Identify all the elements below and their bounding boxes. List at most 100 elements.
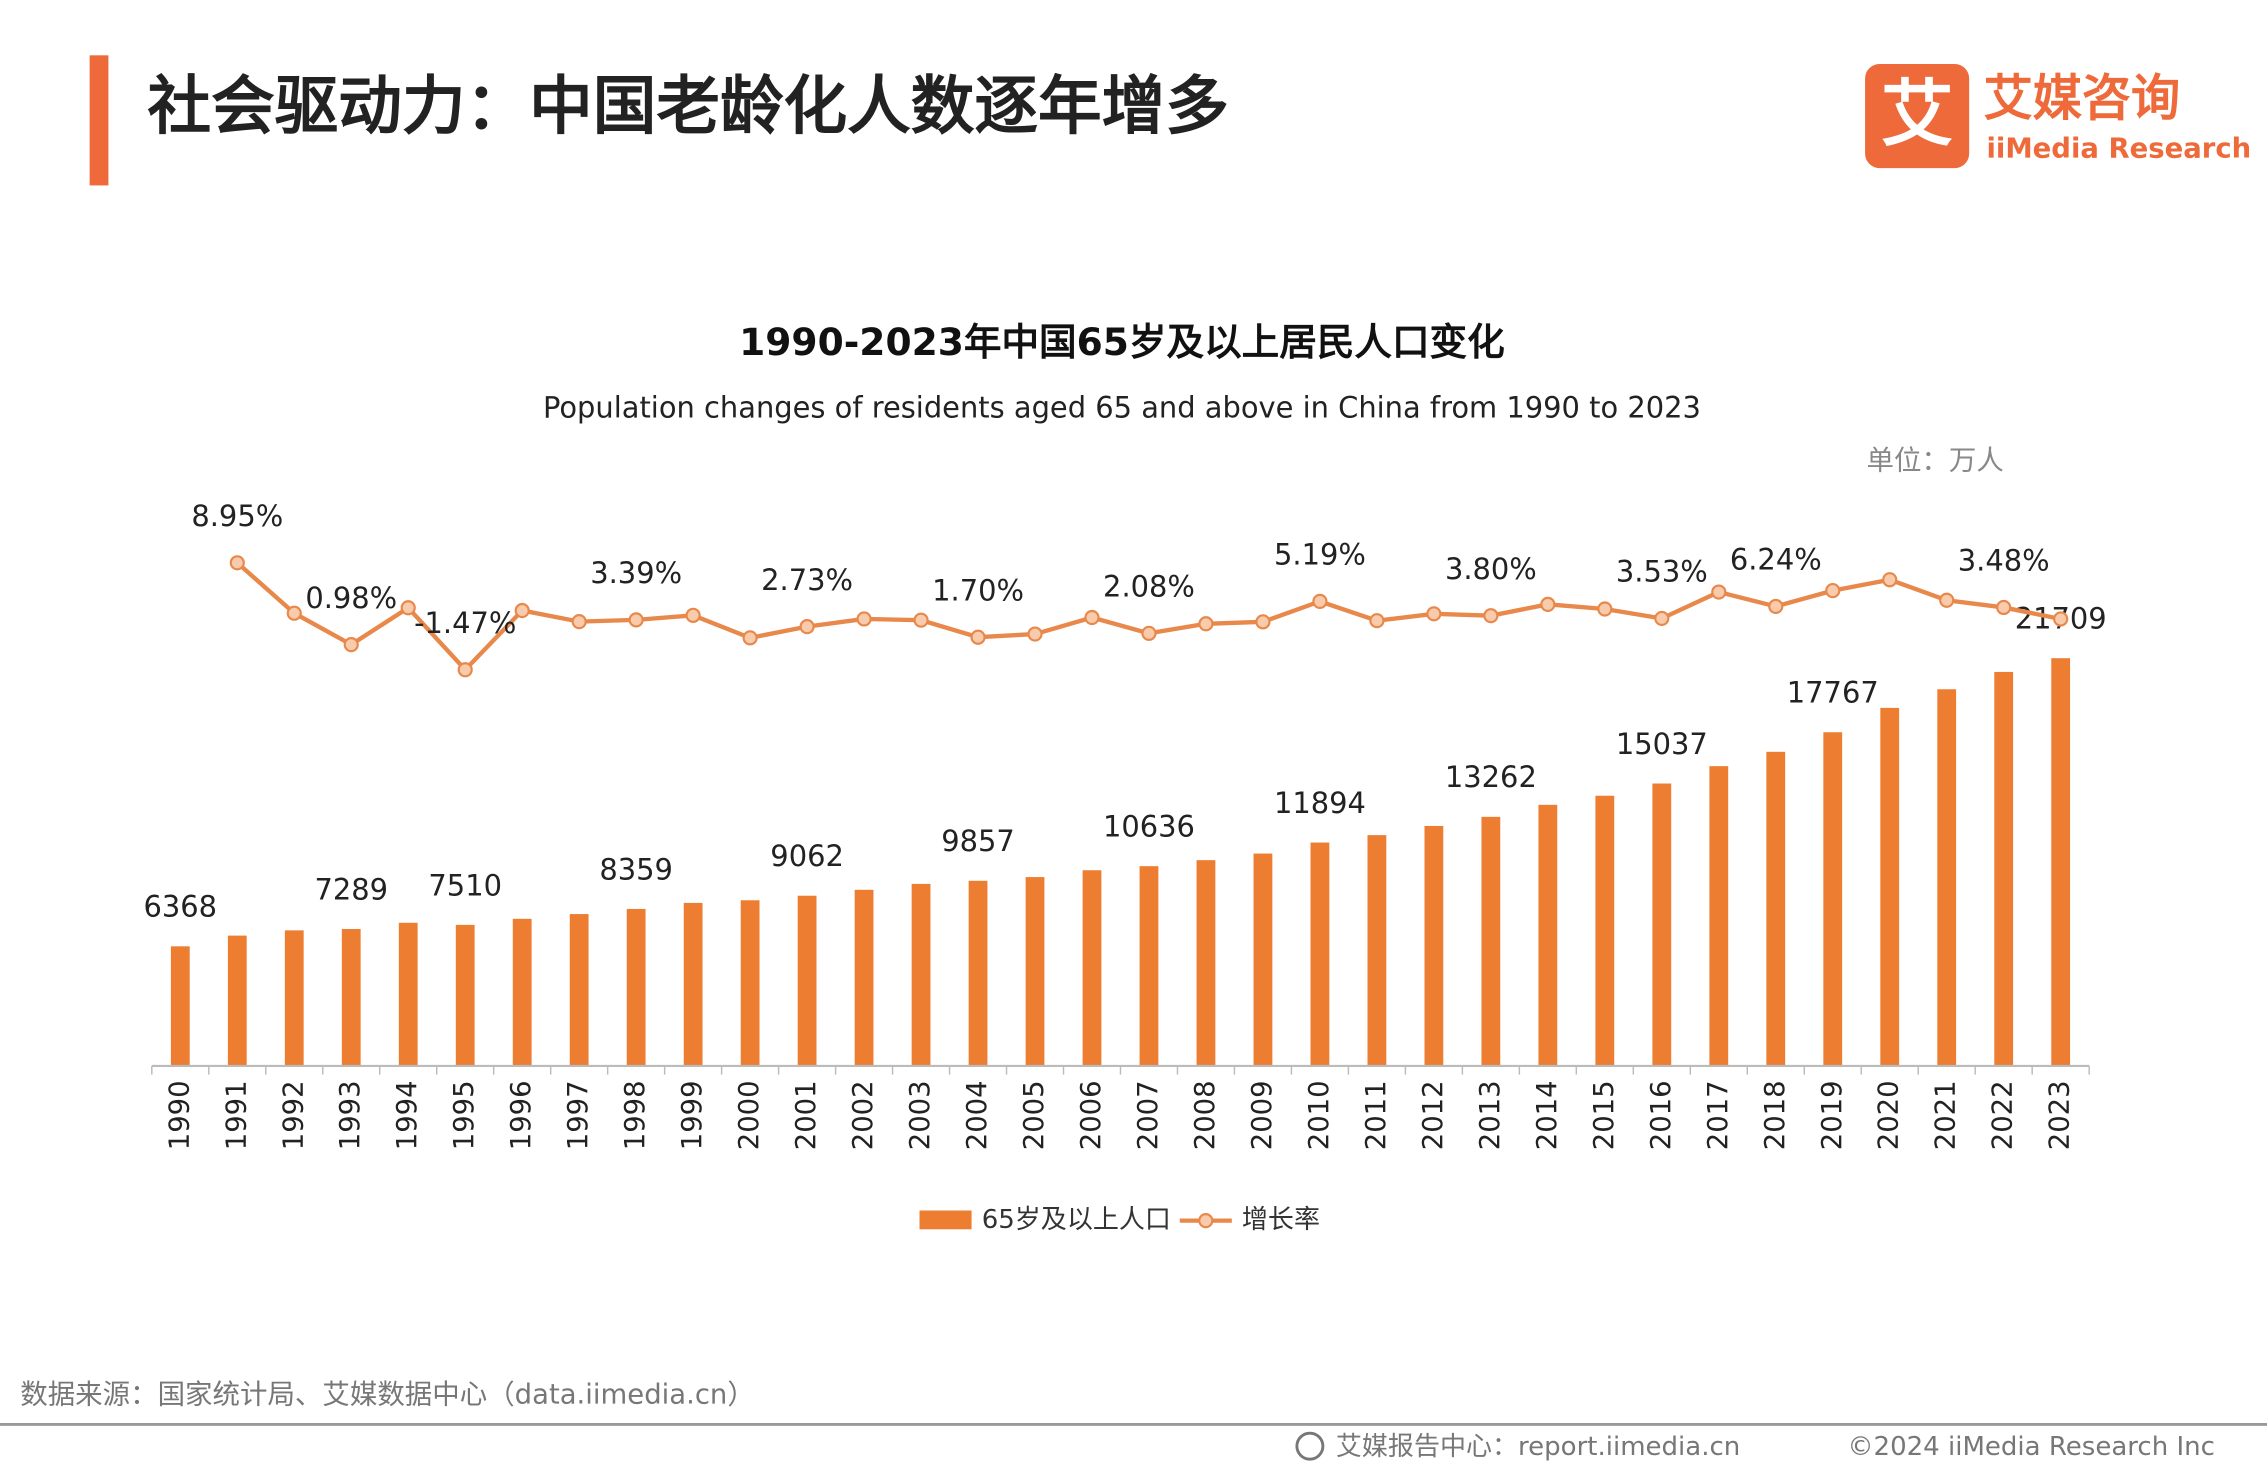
bar bbox=[683, 902, 703, 1066]
line-marker bbox=[1255, 614, 1271, 630]
line-marker bbox=[742, 630, 758, 646]
bar bbox=[170, 946, 190, 1066]
x-tick-label: 2012 bbox=[1418, 1080, 1449, 1150]
x-tick-label: 1992 bbox=[278, 1080, 309, 1150]
x-tick-label: 2000 bbox=[734, 1080, 765, 1150]
chart-title: 1990-2023年中国65岁及以上居民人口变化 bbox=[739, 320, 1505, 364]
bar bbox=[1709, 766, 1729, 1066]
bar bbox=[1253, 853, 1273, 1066]
line-label: 2.08% bbox=[1103, 570, 1195, 604]
page-title: 社会驱动力：中国老龄化人数逐年增多 bbox=[147, 70, 1228, 144]
bar bbox=[626, 908, 646, 1066]
bar bbox=[1367, 835, 1387, 1066]
line-marker bbox=[1369, 613, 1385, 629]
x-tick-label: 2006 bbox=[1076, 1080, 1107, 1150]
bar bbox=[284, 930, 304, 1066]
source: 数据来源：国家统计局、艾媒数据中心（data.iimedia.cn） bbox=[20, 1380, 755, 1411]
bar bbox=[854, 889, 874, 1066]
globe-icon bbox=[1295, 1431, 1325, 1461]
x-tick-label: 2002 bbox=[848, 1080, 879, 1150]
bar bbox=[1652, 783, 1672, 1066]
bar bbox=[1310, 842, 1330, 1066]
line-marker bbox=[1939, 592, 1955, 608]
bar bbox=[1538, 804, 1558, 1066]
line-label: 5.19% bbox=[1274, 538, 1366, 572]
bar-label: 10636 bbox=[1103, 810, 1195, 844]
bar bbox=[1082, 870, 1102, 1066]
x-tick-label: 2021 bbox=[1931, 1080, 1962, 1150]
line-marker bbox=[685, 607, 701, 623]
line-marker bbox=[913, 612, 929, 628]
bar bbox=[1823, 732, 1843, 1066]
bar bbox=[1766, 751, 1786, 1066]
line-marker bbox=[1597, 601, 1613, 617]
bar-label: 15037 bbox=[1616, 727, 1708, 761]
x-tick-label: 2004 bbox=[962, 1080, 993, 1150]
line-label: 8.95% bbox=[191, 499, 283, 533]
x-tick-label: 1996 bbox=[506, 1080, 537, 1150]
line-label: 6.24% bbox=[1730, 543, 1822, 577]
line-label: -1.47% bbox=[414, 606, 516, 640]
line-marker bbox=[1654, 610, 1670, 627]
bar bbox=[1937, 689, 1957, 1066]
x-tick-label: 2008 bbox=[1190, 1080, 1221, 1150]
bar-label: 9857 bbox=[941, 824, 1015, 858]
x-tick-label: 1997 bbox=[563, 1080, 594, 1150]
bar bbox=[1880, 707, 1900, 1066]
plot: 6368 7289 7510 8359 9062 9857 10636 11894 13262 1… bbox=[144, 499, 2107, 1235]
line-label: 3.48% bbox=[1958, 544, 2050, 578]
bar bbox=[341, 929, 361, 1066]
line-marker bbox=[628, 612, 644, 628]
x-tick-label: 1993 bbox=[335, 1080, 366, 1150]
logo-box bbox=[1865, 63, 1970, 169]
line-label: 0.98% bbox=[305, 581, 397, 615]
line-label: 2.73% bbox=[761, 563, 853, 597]
line-marker bbox=[1825, 583, 1841, 599]
line-marker bbox=[1540, 596, 1556, 612]
copyright: ©2024 iiMedia Research Inc bbox=[1848, 1432, 2215, 1462]
chart-subtitle: Population changes of residents aged 65 … bbox=[543, 391, 1701, 425]
x-tick-label: 1994 bbox=[392, 1080, 423, 1150]
x-tick-label: 2007 bbox=[1133, 1080, 1164, 1150]
x-tick-label: 2003 bbox=[905, 1080, 936, 1150]
bar bbox=[797, 895, 817, 1066]
legend-swatch bbox=[919, 1210, 972, 1230]
x-tick-label: 2018 bbox=[1760, 1080, 1791, 1150]
line-marker bbox=[856, 611, 872, 627]
legend-label: 增长率 bbox=[1242, 1205, 1320, 1235]
line-marker bbox=[1198, 616, 1214, 632]
x-tick-label: 1990 bbox=[164, 1080, 195, 1150]
line-marker bbox=[2053, 611, 2069, 627]
bar bbox=[2051, 658, 2071, 1066]
x-tick-label: 2011 bbox=[1361, 1080, 1392, 1150]
x-tick-label: 2020 bbox=[1874, 1080, 1905, 1150]
x-tick-label: 2016 bbox=[1646, 1080, 1677, 1150]
line-marker bbox=[1027, 626, 1043, 642]
bar bbox=[740, 900, 760, 1066]
bar-label: 11894 bbox=[1274, 786, 1366, 820]
line-marker bbox=[799, 619, 815, 635]
line-marker bbox=[400, 600, 416, 616]
bar bbox=[968, 880, 988, 1066]
line-label: 3.80% bbox=[1445, 552, 1537, 586]
x-tick-label: 1991 bbox=[221, 1080, 252, 1150]
x-tick-label: 2013 bbox=[1475, 1080, 1506, 1150]
logo-name: 艾媒咨询 bbox=[1984, 69, 2181, 127]
line-marker bbox=[1483, 608, 1499, 624]
bar bbox=[398, 922, 418, 1066]
bar bbox=[1994, 671, 2014, 1066]
line-marker bbox=[1882, 572, 1898, 588]
x-tick-label: 2001 bbox=[791, 1080, 822, 1150]
line-marker bbox=[1426, 606, 1442, 622]
bar-label: 7510 bbox=[428, 868, 502, 902]
line-label: 1.70% bbox=[932, 573, 1024, 607]
line-marker bbox=[229, 555, 245, 571]
bar bbox=[569, 914, 589, 1066]
line-marker bbox=[1084, 609, 1100, 626]
line-marker bbox=[1996, 599, 2012, 616]
bar bbox=[1424, 825, 1444, 1066]
x-tick-label: 1999 bbox=[677, 1080, 708, 1150]
bar bbox=[1139, 866, 1159, 1066]
line-label: 3.39% bbox=[590, 556, 682, 590]
